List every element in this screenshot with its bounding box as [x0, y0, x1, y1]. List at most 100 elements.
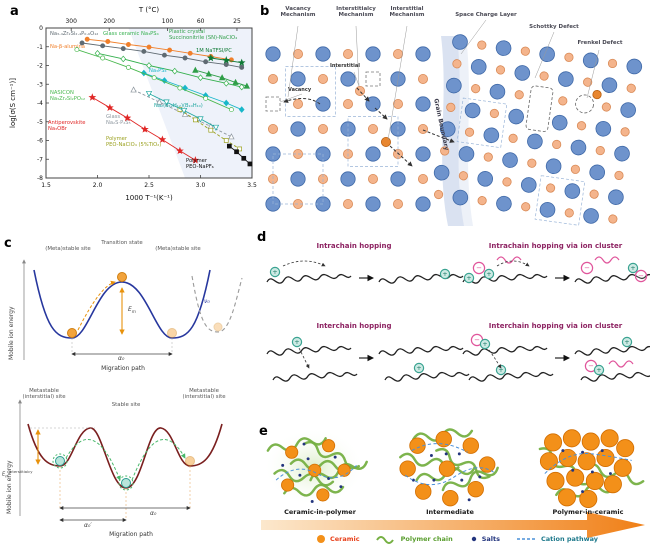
- label-alpha0-bottom: α₀: [150, 510, 157, 517]
- mobile-ion-faded: [185, 456, 195, 466]
- anion-ion: −: [584, 359, 598, 373]
- title-intrachain-hopping: Intrachain hopping: [316, 242, 392, 250]
- label-schottky-defect: Schottky Defect: [529, 24, 579, 30]
- legend-item-ceramic: Ceramic: [315, 534, 360, 544]
- energy-landscape-interstitialcy: [18, 399, 223, 522]
- series-label: Glass ceramic Na₃PS₄: [103, 31, 159, 37]
- interstitial-ion: [121, 478, 131, 488]
- label-frenkel-defect: Frenkel Defect: [577, 40, 623, 46]
- legend-label-ceramic: Ceramic: [330, 535, 360, 543]
- hop-arrow: [77, 280, 116, 331]
- svg-text:+: +: [630, 264, 635, 272]
- svg-text:+: +: [596, 366, 601, 374]
- crystal-lattice-diagram: [265, 19, 643, 226]
- legend-item-polymer-chain: Polymer chain: [375, 534, 453, 544]
- series-3: Plastic crystal Succinonitrile (SN)-NaClO…: [169, 29, 251, 89]
- series-label: Polymer PEO-NaClO₄ (5%TiO₂): [106, 136, 161, 148]
- label-metastable-interstitial-right: Metastable (interstitial) site: [182, 388, 226, 401]
- svg-text:+: +: [272, 268, 277, 276]
- svg-text:+: +: [416, 364, 421, 372]
- blob-ceramic-in-polymer: [263, 427, 368, 507]
- label-alpha0-prime: α₀′: [84, 522, 92, 529]
- svg-text:3.5: 3.5: [247, 182, 257, 189]
- svg-text:+: +: [498, 366, 503, 374]
- series-0: Na₃.₄Zr₂Si₂.₄P₀.₆O₁₂: [50, 31, 245, 70]
- series-label: Na₂(B₁₂H₁₂)(B₁₀H₁₀): [154, 103, 203, 109]
- label-metastable-interstitial-left: Metastable (interstitial) site: [22, 388, 66, 401]
- y-axis-label-top: Mobile ion energy: [8, 306, 15, 360]
- cation-ion: +: [593, 364, 605, 376]
- label-intermediate: Intermediate: [426, 508, 474, 516]
- svg-text:+: +: [482, 340, 487, 348]
- legend: Ceramic Polymer chain Salts Cation pathw…: [315, 534, 598, 544]
- svg-text:60: 60: [197, 18, 205, 25]
- panel-letter-c: c: [4, 236, 12, 251]
- svg-text:−: −: [584, 264, 590, 272]
- blob-intermediate: [399, 428, 499, 507]
- series-label: Na-β-alumina: [50, 44, 85, 50]
- panel-letter-b: b: [260, 4, 270, 19]
- label-interstitialcy-mechanism: Interstitialcy Mechanism: [336, 6, 376, 19]
- label-stable-site: Stable site: [111, 402, 141, 408]
- cation-ion: +: [479, 338, 491, 350]
- panel-a-arrhenius: a 1.5 2.0 2.5 3.0 3.5 0 -1 -2 -3 -4 -5 -6 -7 -8 300 200…: [6, 2, 258, 228]
- left-grain: [265, 46, 431, 212]
- series-2: Glass ceramic Na₃PS₄: [94, 31, 245, 91]
- svg-text:25: 25: [233, 18, 241, 25]
- svg-text:-1: -1: [37, 44, 43, 51]
- title-interchain-cluster: Interchain hopping via ion cluster: [488, 322, 623, 330]
- legend-item-salts: Salts: [469, 534, 500, 544]
- label-vacancy-mechanism: Vacancy Mechanism: [280, 6, 316, 19]
- series-7: Glass Na₂S·P₂S₅: [106, 86, 235, 140]
- svg-text:300: 300: [65, 18, 77, 25]
- label-ceramic-in-polymer: Ceramic-in-polymer: [284, 508, 356, 516]
- mobile-ion: [67, 328, 77, 338]
- title-interchain-hopping: Interchain hopping: [316, 322, 392, 330]
- svg-text:log[σ(S cm⁻¹)]: log[σ(S cm⁻¹)]: [9, 78, 17, 128]
- legend-label-polymer-chain: Polymer chain: [400, 535, 453, 543]
- arrhenius-plot: 1.5 2.0 2.5 3.0 3.5 0 -1 -2 -3 -4 -5 -6 -7 -8 300 200 10…: [9, 6, 257, 202]
- series-label: Antiperovskite Na₃OBr: [48, 120, 85, 132]
- title-intrachain-cluster: Intrachain hopping via ion cluster: [488, 242, 623, 250]
- svg-text:−: −: [474, 336, 480, 344]
- composition-arrow: [261, 512, 645, 538]
- mobile-ion-transition: [117, 272, 127, 282]
- svg-text:-4: -4: [37, 100, 43, 107]
- series-label: Plastic crystal Succinonitrile (SN)-NaClO…: [169, 29, 237, 41]
- label-em: Em: [128, 306, 136, 315]
- legend-item-cation-pathway: Cation pathway: [516, 534, 598, 544]
- shaded-region: [128, 28, 252, 178]
- label-metastable-site-right: (Meta)stable site: [155, 246, 201, 252]
- cation-ion: +: [291, 336, 303, 348]
- ion-ring: [52, 453, 68, 469]
- label-nu0: ν₀: [204, 298, 210, 305]
- composite-blobs: [261, 427, 645, 538]
- panel-letter-d: d: [257, 230, 267, 245]
- series-label: Na₃PS₄: [149, 68, 167, 74]
- label-vacancy: Vacancy: [288, 87, 312, 93]
- cation-ion: +: [621, 336, 633, 348]
- svg-text:2.0: 2.0: [93, 182, 103, 189]
- label-migration-path-top: Migration path: [101, 365, 145, 372]
- svg-text:-2: -2: [37, 63, 43, 70]
- svg-text:-8: -8: [37, 175, 43, 182]
- svg-text:+: +: [624, 338, 629, 346]
- series-10: Na₂(B₁₂H₁₂)(B₁₀H₁₀): [145, 91, 220, 131]
- svg-text:−: −: [638, 272, 644, 280]
- hopping-schematics: + + − + + − + −: [266, 256, 650, 382]
- interchain-hopping-diagram: + +: [266, 336, 470, 382]
- right-grain: [433, 34, 643, 226]
- cation-ion: +: [627, 262, 639, 274]
- label-migration-path-bottom: Migration path: [109, 531, 153, 538]
- panel-d-polymer-hopping: d + + − + + − + −: [255, 228, 650, 422]
- svg-text:1.5: 1.5: [41, 182, 51, 189]
- svg-text:200: 200: [103, 18, 115, 25]
- svg-text:−: −: [476, 264, 482, 272]
- cation-ion: +: [413, 362, 425, 374]
- svg-text:+: +: [294, 338, 299, 346]
- energy-landscape-direct-hopping: [22, 259, 243, 360]
- series-4: 1M NaTFSI/PC: [196, 48, 246, 67]
- panel-letter-a: a: [10, 4, 19, 19]
- cation-ion: +: [269, 266, 281, 278]
